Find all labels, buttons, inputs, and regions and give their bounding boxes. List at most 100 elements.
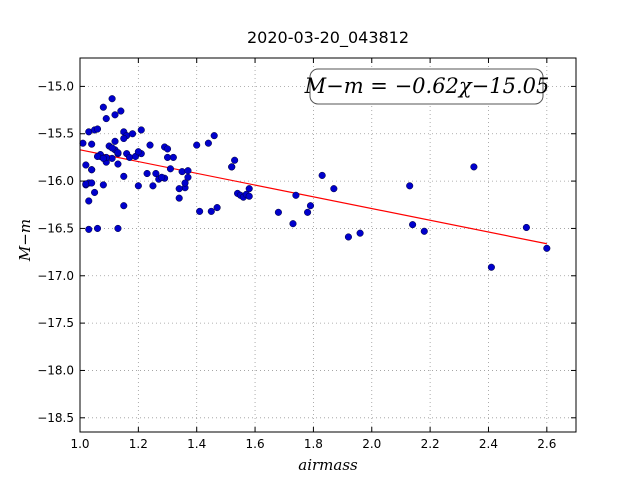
fit-line-layer (79, 149, 547, 245)
data-point (356, 229, 364, 237)
data-point (108, 144, 116, 152)
data-point (304, 208, 312, 216)
x-tick-label: 1.2 (129, 437, 148, 451)
data-point (292, 191, 300, 199)
x-tick-label: 2.0 (362, 437, 381, 451)
data-point (487, 263, 495, 271)
data-point (134, 148, 142, 156)
data-point (204, 139, 212, 147)
data-point (137, 126, 145, 134)
data-point (134, 182, 142, 190)
data-point (228, 163, 236, 171)
fit-line (79, 149, 547, 245)
x-tick-label: 2.4 (479, 437, 498, 451)
data-point (93, 125, 102, 133)
fit-equation-frame (309, 68, 544, 105)
data-point (143, 169, 151, 178)
data-point (245, 192, 253, 200)
data-point (108, 95, 116, 103)
data-point (149, 182, 157, 190)
data-point (318, 171, 326, 179)
data-point (306, 202, 315, 210)
data-point (114, 149, 122, 157)
data-point (93, 224, 102, 232)
data-point (158, 173, 166, 181)
data-point (406, 182, 414, 190)
data-point (120, 134, 128, 143)
data-point (163, 145, 172, 153)
data-point (178, 168, 186, 176)
data-point (175, 185, 183, 193)
y-axis-label: M−m (16, 219, 34, 262)
axis-ticks (79, 58, 576, 432)
y-tick-label: −16.5 (37, 221, 74, 235)
data-point (344, 233, 352, 241)
data-point (181, 179, 189, 187)
data-point (128, 130, 137, 138)
data-point (120, 172, 128, 180)
data-point (184, 167, 192, 175)
data-point (409, 221, 417, 229)
data-point (120, 202, 128, 210)
data-point (231, 156, 239, 164)
data-point (193, 141, 201, 149)
fit-equation: M−m = −0.62χ−15.05 (304, 74, 550, 98)
data-point (88, 140, 96, 148)
chart-title: 2020-03-20_043812 (247, 28, 409, 48)
data-point (117, 107, 125, 115)
tick-labels: 1.0 1.2 1.4 1.6 1.8 2.0 2.2 2.4 2.6 −15.0 −15.5 −16… (37, 79, 556, 451)
y-tick-label: −15.5 (37, 127, 74, 141)
data-point (99, 103, 107, 111)
data-point (420, 227, 428, 235)
data-point (169, 153, 177, 161)
data-point (102, 115, 110, 123)
y-tick-label: −16.0 (37, 174, 74, 188)
data-point (196, 207, 204, 215)
x-tick-label: 1.8 (304, 437, 323, 451)
data-point (111, 137, 119, 145)
data-point (114, 224, 122, 232)
x-tick-label: 1.0 (70, 437, 89, 451)
data-point (152, 169, 160, 178)
data-point (213, 204, 221, 212)
x-tick-label: 1.4 (187, 437, 206, 451)
y-tick-label: −18.0 (37, 363, 74, 377)
data-point (126, 153, 134, 161)
data-point (210, 132, 218, 140)
data-point (108, 154, 116, 162)
data-point (82, 161, 90, 169)
y-tick-label: −15.0 (37, 79, 74, 93)
data-point (207, 207, 215, 215)
data-points (79, 95, 551, 271)
y-tick-label: −17.0 (37, 269, 74, 283)
data-point (88, 166, 96, 174)
data-point (79, 139, 87, 147)
y-tick-label: −18.5 (37, 411, 74, 425)
data-point (114, 160, 122, 168)
data-point (99, 154, 107, 162)
data-point (543, 244, 551, 252)
x-axis-label: airmass (298, 456, 358, 474)
data-point (99, 181, 107, 189)
data-point (82, 180, 90, 188)
data-point (111, 111, 119, 119)
data-point (146, 141, 154, 149)
data-point (175, 194, 183, 202)
data-point (166, 165, 174, 173)
data-point (522, 223, 530, 232)
data-point (274, 208, 282, 216)
y-tick-label: −17.5 (37, 316, 74, 330)
x-tick-label: 2.2 (421, 437, 440, 451)
data-point (88, 179, 96, 187)
data-point (470, 163, 478, 171)
data-point (91, 188, 99, 197)
data-point (85, 225, 93, 233)
x-tick-label: 2.6 (537, 437, 556, 451)
x-tick-label: 1.6 (246, 437, 265, 451)
data-point (245, 185, 253, 193)
data-point (85, 197, 93, 205)
fit-equation-box: M−m = −0.62χ−15.05 (304, 68, 550, 105)
data-point (289, 220, 297, 228)
plot-frame (79, 57, 577, 433)
